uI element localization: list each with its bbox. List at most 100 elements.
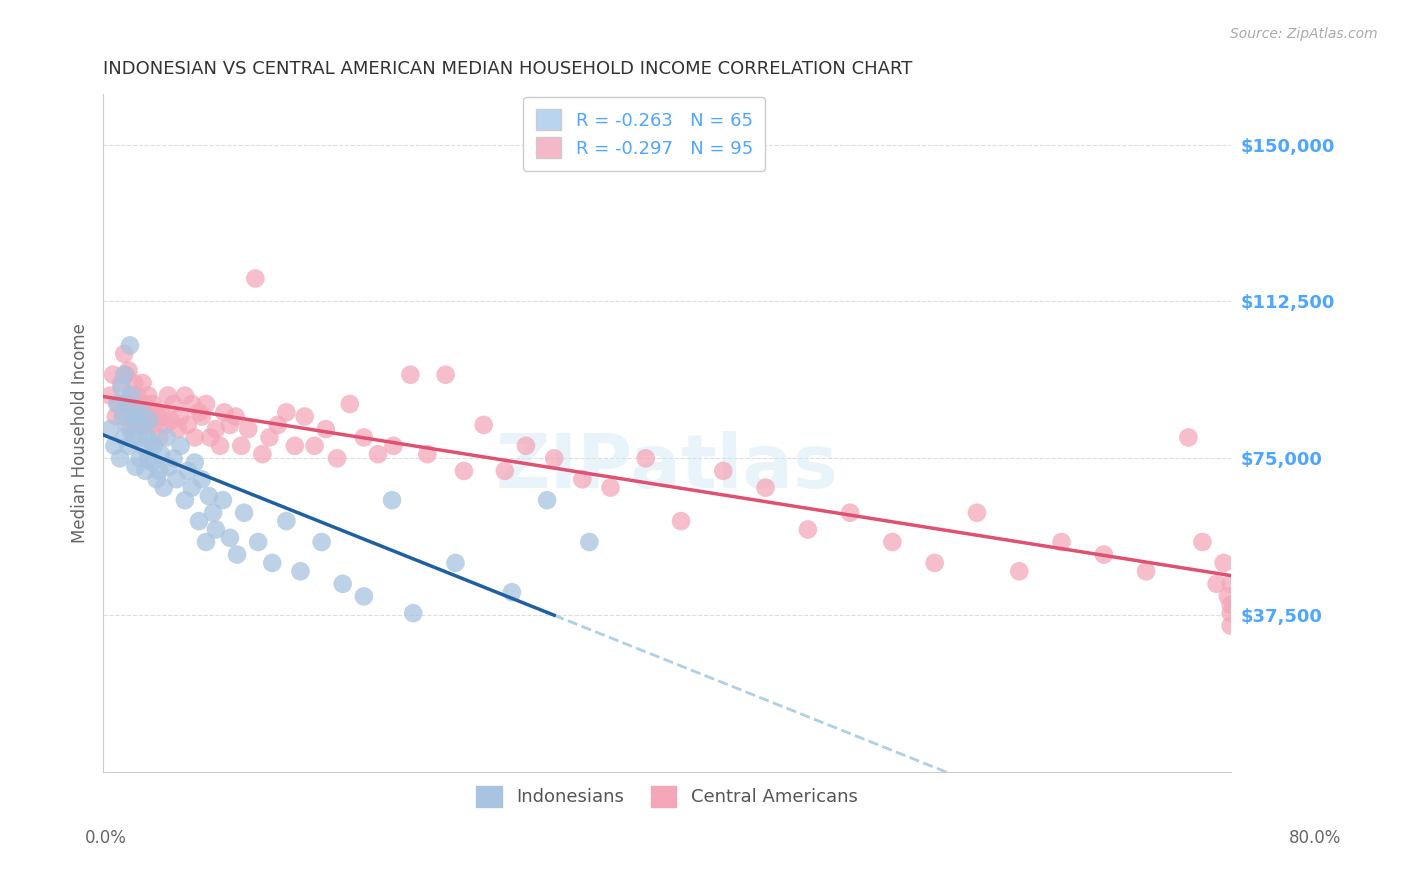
Point [149,447,172,461]
Point [132,439,155,453]
Point [98,389,121,403]
Point [247,535,270,549]
Point [188,405,211,419]
Point [181,397,204,411]
Point [129,417,152,432]
Point [156,389,179,403]
Point [304,439,326,453]
Point [1135,564,1157,578]
Point [1177,430,1199,444]
Point [98,422,121,436]
Point [162,451,184,466]
Point [145,472,167,486]
Point [173,493,195,508]
Point [104,409,127,424]
Point [134,464,156,478]
Point [202,506,225,520]
Point [136,389,159,403]
Point [367,447,389,461]
Point [754,481,776,495]
Point [188,514,211,528]
Point [284,439,307,453]
Point [1008,564,1031,578]
Point [233,506,256,520]
Point [294,409,316,424]
Point [191,409,214,424]
Point [453,464,475,478]
Point [122,376,145,390]
Point [924,556,946,570]
Point [839,506,862,520]
Point [571,472,593,486]
Point [166,422,188,436]
Point [150,409,173,424]
Point [121,409,143,424]
Point [225,409,247,424]
Point [162,397,184,411]
Point [259,430,281,444]
Point [267,417,290,432]
Point [103,439,125,453]
Point [669,514,692,528]
Point [117,439,139,453]
Point [1219,598,1241,612]
Point [111,405,134,419]
Point [339,397,361,411]
Point [108,451,131,466]
Point [141,397,163,411]
Text: Source: ZipAtlas.com: Source: ZipAtlas.com [1230,27,1378,41]
Point [262,556,284,570]
Point [138,414,160,428]
Point [195,535,218,549]
Point [135,417,157,432]
Point [127,430,149,444]
Point [578,535,600,549]
Point [141,456,163,470]
Point [111,409,134,424]
Point [155,430,177,444]
Point [120,389,142,403]
Point [107,397,129,411]
Legend: Indonesians, Central Americans: Indonesians, Central Americans [470,779,865,814]
Point [118,338,141,352]
Point [382,439,405,453]
Point [882,535,904,549]
Point [115,417,138,432]
Point [131,417,153,432]
Point [128,451,150,466]
Text: 80.0%: 80.0% [1288,829,1341,847]
Point [599,481,621,495]
Point [145,405,167,419]
Point [332,577,354,591]
Point [326,451,349,466]
Point [138,409,160,424]
Point [176,464,198,478]
Point [114,397,136,411]
Point [139,434,162,449]
Point [114,368,136,382]
Point [245,271,267,285]
Point [1212,556,1234,570]
Point [120,389,142,403]
Point [122,430,145,444]
Point [127,397,149,411]
Point [1092,548,1115,562]
Point [276,514,298,528]
Point [381,493,404,508]
Point [105,397,128,411]
Point [117,363,139,377]
Point [276,405,298,419]
Point [1219,606,1241,620]
Point [181,481,204,495]
Point [214,405,236,419]
Point [515,439,537,453]
Point [148,430,170,444]
Point [797,523,820,537]
Point [226,548,249,562]
Point [184,430,207,444]
Point [290,564,312,578]
Point [191,472,214,486]
Point [112,368,135,382]
Point [110,380,132,394]
Point [434,368,457,382]
